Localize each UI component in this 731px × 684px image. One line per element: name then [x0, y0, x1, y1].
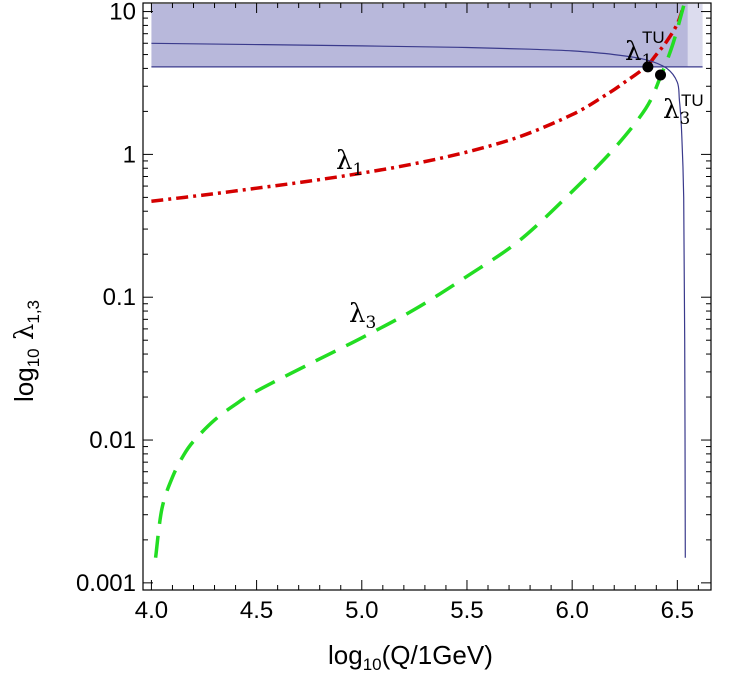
point-1	[655, 69, 667, 81]
series-line-2	[151, 42, 686, 558]
label-lambda1: λ1	[336, 146, 363, 180]
y-tick-label-4: 10	[109, 0, 136, 26]
series-line-0	[151, 5, 686, 203]
band-0	[151, 4, 688, 67]
shaded-bands	[151, 4, 703, 68]
x-tick-label-2: 5.0	[345, 597, 378, 624]
point-0	[642, 61, 654, 73]
label-lambda3-tu: λ3	[663, 95, 690, 129]
label-lambda1-tu-sup: TU	[642, 28, 665, 47]
label-lambda3-tu-sup: TU	[681, 91, 704, 110]
x-ticks: 4.0 4.5 5.0 5.5 6.0 6.5	[135, 3, 699, 624]
x-tick-label-1: 4.5	[240, 597, 273, 624]
label-lambda1-tu: λ1	[625, 37, 652, 71]
y-tick-label-1: 0.01	[89, 427, 136, 454]
y-ticks: 0.001 0.01 0.1 1 10	[76, 0, 711, 597]
y-tick-label-2: 0.1	[103, 284, 136, 311]
x-tick-label-0: 4.0	[135, 597, 168, 624]
x-tick-label-3: 5.5	[450, 597, 483, 624]
series-line-1	[153, 5, 686, 558]
x-axis-title: log10(Q/1GeV)	[328, 640, 493, 674]
y-axis-title: log10 λ1,3	[9, 300, 43, 402]
y-tick-label-0: 0.001	[76, 570, 136, 597]
y-tick-label-3: 1	[123, 141, 136, 168]
series-group	[151, 5, 686, 558]
x-tick-label-4: 6.0	[555, 597, 588, 624]
plot-frame	[142, 2, 712, 591]
label-lambda3: λ3	[349, 299, 376, 333]
band-1	[687, 4, 703, 67]
marker-points	[642, 61, 667, 81]
x-tick-label-5: 6.5	[661, 597, 694, 624]
